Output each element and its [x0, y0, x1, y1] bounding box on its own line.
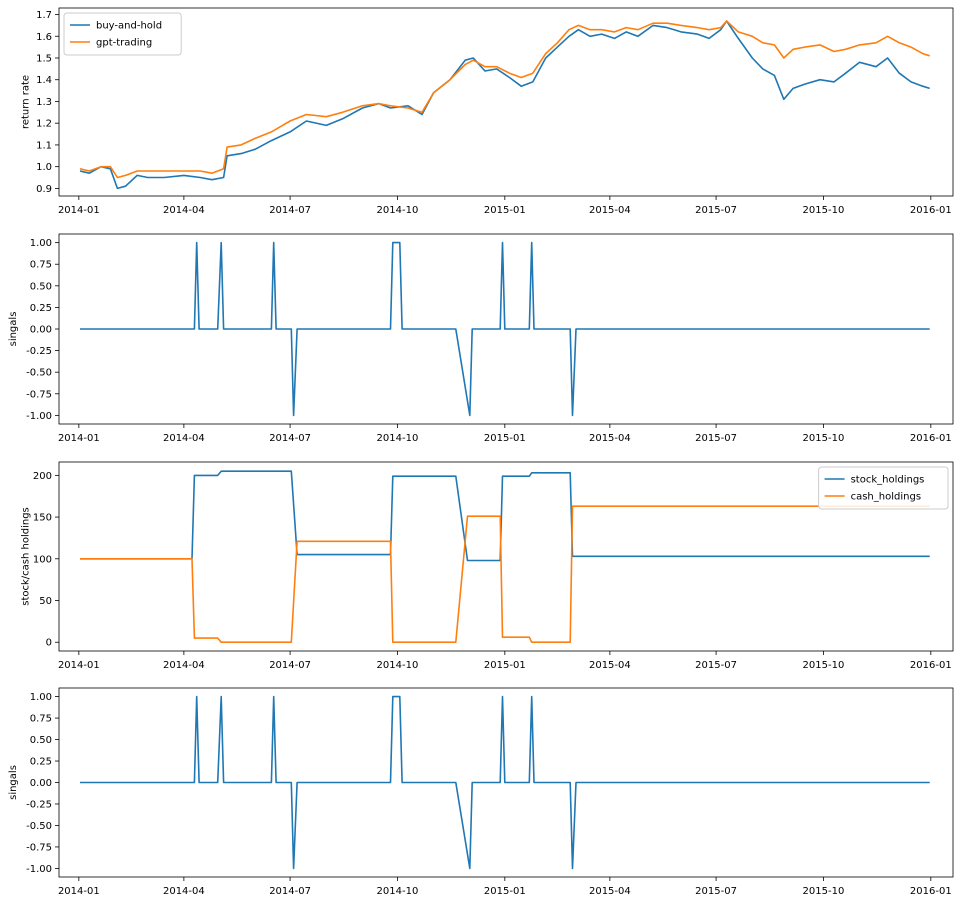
- y-tick-label: -0.75: [26, 842, 52, 853]
- legend-label: stock_holdings: [851, 475, 925, 486]
- x-tick-label: 2014-10: [377, 660, 419, 671]
- x-tick-label: 2015-07: [695, 660, 737, 671]
- chart-panel-1: 2014-01 2014-04 2014-07 2014-10 2015-01 2015-…: [20, 7, 954, 216]
- y-tick-label: 1.00: [30, 692, 52, 703]
- legend-label: gpt-trading: [96, 38, 152, 49]
- y-tick-label: -1.00: [26, 411, 52, 422]
- series-line-buy-and-hold: [79, 20, 930, 190]
- x-tick-label: 2014-04: [163, 433, 205, 444]
- y-tick-label: 0.25: [30, 303, 52, 314]
- y-tick-label: 0.50: [30, 735, 52, 746]
- x-tick-label: 2014-10: [377, 433, 419, 444]
- y-tick-label: 1.5: [36, 53, 52, 64]
- x-tick-label: 2014-10: [377, 886, 419, 897]
- series-line-gpt-trading: [79, 20, 930, 179]
- y-tick-label: 0.50: [30, 281, 52, 292]
- y-tick-label: 1.6: [36, 32, 52, 43]
- y-tick-label: 1.00: [30, 238, 52, 249]
- x-tick-label: 2014-04: [163, 886, 205, 897]
- x-tick-label: 2015-04: [589, 205, 631, 216]
- x-tick-label: 2014-01: [58, 660, 100, 671]
- x-tick-label: 2014-07: [269, 205, 311, 216]
- x-tick-label: 2014-01: [58, 886, 100, 897]
- series-line-signal: [80, 695, 930, 870]
- series-line-stock_holdings: [80, 470, 930, 562]
- x-tick-label: 2015-01: [484, 433, 526, 444]
- y-tick-label: 0.9: [36, 184, 52, 195]
- y-tick-label: 0: [46, 638, 52, 649]
- x-tick-label: 2015-07: [695, 886, 737, 897]
- x-tick-label: 2016-01: [910, 433, 952, 444]
- x-tick-label: 2015-10: [803, 205, 845, 216]
- y-tick-label: 0.75: [30, 260, 52, 271]
- x-tick-label: 2016-01: [910, 660, 952, 671]
- y-tick-label: 0.75: [30, 714, 52, 725]
- y-tick-label: 0.00: [30, 778, 52, 789]
- y-tick-label: -0.50: [26, 821, 52, 832]
- x-tick-label: 2014-07: [269, 660, 311, 671]
- y-tick-label: 1.2: [36, 119, 52, 130]
- axes-frame: [58, 461, 954, 652]
- x-tick-label: 2014-01: [58, 433, 100, 444]
- x-tick-label: 2014-04: [163, 205, 205, 216]
- legend-box: [63, 12, 182, 56]
- legend-box: [818, 466, 949, 510]
- x-tick-label: 2015-07: [695, 433, 737, 444]
- x-tick-label: 2014-04: [163, 660, 205, 671]
- x-tick-label: 2015-01: [484, 205, 526, 216]
- x-tick-label: 2015-10: [803, 433, 845, 444]
- y-tick-label: 0.00: [30, 325, 52, 336]
- x-tick-label: 2014-07: [269, 433, 311, 444]
- axes-frame: [58, 7, 954, 197]
- x-tick-label: 2016-01: [910, 205, 952, 216]
- y-tick-label: -1.00: [26, 864, 52, 875]
- x-tick-label: 2015-10: [803, 660, 845, 671]
- chart-panel-2: 2014-01 2014-04 2014-07 2014-10 2015-01 2015-…: [8, 233, 954, 444]
- series-line-cash_holdings: [80, 505, 930, 643]
- chart-panel-4: 2014-01 2014-04 2014-07 2014-10 2015-01 2015-…: [8, 687, 954, 897]
- y-tick-label: 0.25: [30, 757, 52, 768]
- legend: buy-and-hold gpt-trading: [63, 12, 182, 56]
- y-tick-label: -0.75: [26, 389, 52, 400]
- x-tick-label: 2014-01: [58, 205, 100, 216]
- y-tick-label: 200: [33, 471, 52, 482]
- y-tick-label: 150: [33, 513, 52, 524]
- y-axis-label: stock/cash holdings: [20, 507, 31, 606]
- y-tick-label: 100: [33, 554, 52, 565]
- x-tick-label: 2015-10: [803, 886, 845, 897]
- y-tick-label: 1.7: [36, 10, 52, 21]
- y-tick-label: -0.50: [26, 368, 52, 379]
- y-axis-label: return rate: [20, 75, 31, 129]
- x-tick-label: 2015-01: [484, 886, 526, 897]
- y-tick-label: 1.1: [36, 140, 52, 151]
- x-tick-label: 2016-01: [910, 886, 952, 897]
- y-tick-label: -0.25: [26, 799, 52, 810]
- y-axis-label: singals: [8, 312, 19, 347]
- series-line-signal: [80, 241, 930, 417]
- y-axis-label: singals: [8, 765, 19, 800]
- x-tick-label: 2015-01: [484, 660, 526, 671]
- chart-panel-3: 2014-01 2014-04 2014-07 2014-10 2015-01 2015-…: [20, 461, 954, 671]
- x-tick-label: 2015-07: [695, 205, 737, 216]
- legend-label: buy-and-hold: [96, 21, 162, 32]
- y-tick-label: 1.0: [36, 162, 52, 173]
- x-tick-label: 2015-04: [589, 433, 631, 444]
- y-tick-label: -0.25: [26, 346, 52, 357]
- legend: stock_holdings cash_holdings: [818, 466, 949, 510]
- legend-label: cash_holdings: [851, 492, 921, 503]
- x-tick-label: 2015-04: [589, 886, 631, 897]
- x-tick-label: 2014-07: [269, 886, 311, 897]
- x-tick-label: 2014-10: [377, 205, 419, 216]
- y-tick-label: 1.4: [36, 75, 52, 86]
- y-tick-label: 50: [39, 596, 52, 607]
- y-tick-label: 1.3: [36, 97, 52, 108]
- x-tick-label: 2015-04: [589, 660, 631, 671]
